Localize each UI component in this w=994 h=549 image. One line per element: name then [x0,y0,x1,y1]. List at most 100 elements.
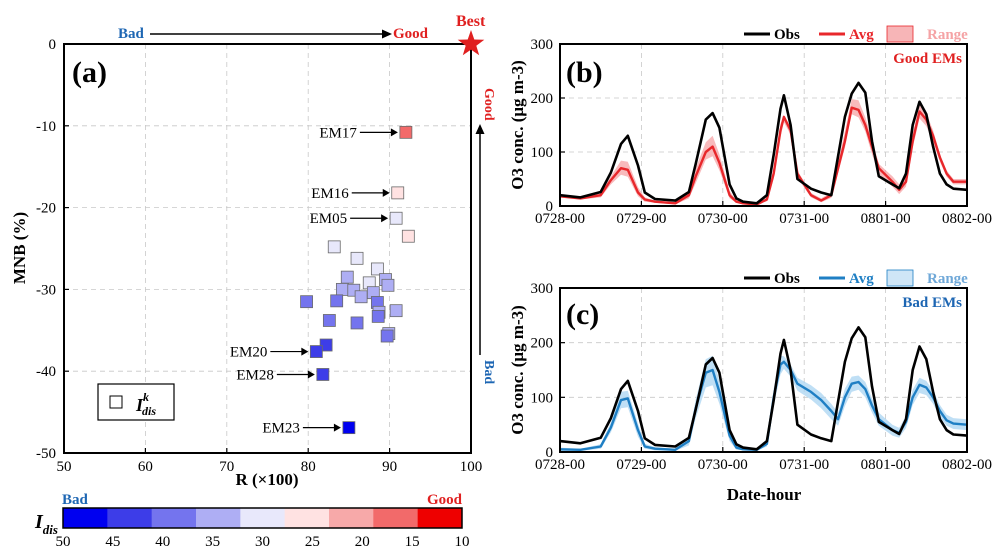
bad-ems-lines [559,326,968,451]
colorbar-tick-label: 15 [405,534,420,549]
scatter-point [401,229,415,243]
avg-series-line [559,106,967,206]
bad-ems-y-axis-label: O3 conc. (μg m-3) [508,305,527,435]
bad-ems-subtitle: Bad EMs [902,295,962,311]
y-tick-label: -10 [36,119,56,135]
scatter-grid [64,44,471,453]
x-tick-label: 0731-00 [779,211,829,227]
scatter-point [340,270,354,284]
scatter-point [300,295,313,309]
scatter-panel: 50 60 70 80 90 100 0 -10 -20 -30 -40 -50 Bad Good B… [10,13,496,489]
scatter-point [370,262,384,276]
scatter-points [300,125,415,435]
scatter-point [327,240,341,254]
y-tick-label: 0 [546,445,554,461]
legend-square-icon [109,395,123,409]
colorbar-frame [62,507,463,529]
scatter-point [389,304,403,318]
scatter-point [319,338,333,352]
point-label-arrowhead [301,347,309,356]
legend-range-swatch [886,25,914,43]
scatter-point [330,294,344,308]
scatter-point [335,282,349,296]
colorbar-cell [196,508,241,528]
colorbar-tick-label: 40 [155,534,170,549]
colorbar-cell [151,508,197,528]
point-label: EM28 [236,367,274,383]
legend-obs-label: Obs [774,271,800,287]
colorbar-tick-label: 10 [455,534,470,549]
right-good-label: Good [481,88,496,121]
scatter-point [316,368,330,381]
y-tick-label: 300 [531,37,554,53]
x-tick-label: 0729-00 [616,211,666,227]
legend-obs-label: Obs [774,27,800,43]
best-star-icon [457,30,485,56]
y-tick-label: 0 [49,37,57,53]
y-tick-label: -50 [36,446,56,462]
x-tick-label: 0801-00 [861,457,911,473]
scatter-point [389,211,403,225]
colorbar-cells [63,508,463,528]
colorbar-cell [373,508,419,528]
good-ems-lines [559,81,968,206]
right-bad-label: Bad [481,360,496,384]
point-label: EM05 [310,211,348,227]
x-tick-label: 0802-00 [942,457,992,473]
scatter-point [399,125,413,139]
y-tick-label: 100 [531,145,554,161]
scatter-y-axis-label: MNB (%) [10,212,29,284]
x-tick-label: 0728-00 [535,211,585,227]
scatter-point [350,316,364,330]
colorbar: Idis Bad Good 50 45 40 35 30 25 20 15 10 [34,492,470,549]
legend-range-label: Range [927,271,968,287]
good-ems-legend: Obs Avg Range [744,25,968,43]
x-tick-label: 60 [138,459,153,475]
legend-label-sup: k [143,390,149,404]
y-tick-label: -20 [36,201,56,217]
good-ems-frame [559,43,968,207]
panel-a-label: (a) [72,56,107,89]
good-ems-subtitle: Good EMs [893,51,962,67]
point-label: EM20 [230,345,268,361]
x-tick-label: 0730-00 [698,211,748,227]
bad-ems-panel: 0728-00 0729-00 0730-00 0731-00 0801-00 0802-… [508,269,992,504]
point-label-arrowhead [390,128,398,137]
scatter-point [322,314,336,327]
scatter-point [381,278,395,292]
scatter-frame [63,43,472,454]
legend-range-swatch [886,269,914,287]
colorbar-label: Idis [34,511,58,537]
x-tick-label: 90 [382,459,397,475]
x-tick-label: 0802-00 [942,211,992,227]
good-ems-ticks: 0728-00 0729-00 0730-00 0731-00 0801-00 0802-… [531,37,993,227]
x-tick-label: 0729-00 [616,457,666,473]
obs-series-line [559,326,968,451]
scatter-point [354,290,368,304]
colorbar-tick-label: 25 [305,534,320,549]
best-label: Best [456,13,486,30]
good-ems-y-axis-label: O3 conc. (μg m-3) [508,60,527,190]
colorbar-bad-label: Bad [62,492,89,508]
x-tick-label: 0730-00 [698,457,748,473]
colorbar-cell [63,508,108,528]
point-label-arrowhead [382,188,390,197]
point-label-arrowhead [333,423,341,432]
y-tick-label: -30 [36,282,56,298]
colorbar-label-main: I [34,511,44,533]
x-tick-label: 0801-00 [861,211,911,227]
point-label: EM17 [319,125,357,141]
obs-series-line [559,81,968,205]
legend-range-label: Range [927,27,968,43]
x-tick-label: 100 [460,459,483,475]
scatter-point [391,186,405,200]
top-good-label: Good [393,26,429,42]
colorbar-cell [417,508,463,528]
scatter-x-axis-label: R (×100) [235,470,298,489]
top-bad-label: Bad [118,26,145,42]
top-arrow-head [382,29,392,39]
colorbar-tick-label: 50 [56,534,71,549]
avg-series-line [559,360,968,451]
x-tick-label: 0731-00 [779,457,829,473]
